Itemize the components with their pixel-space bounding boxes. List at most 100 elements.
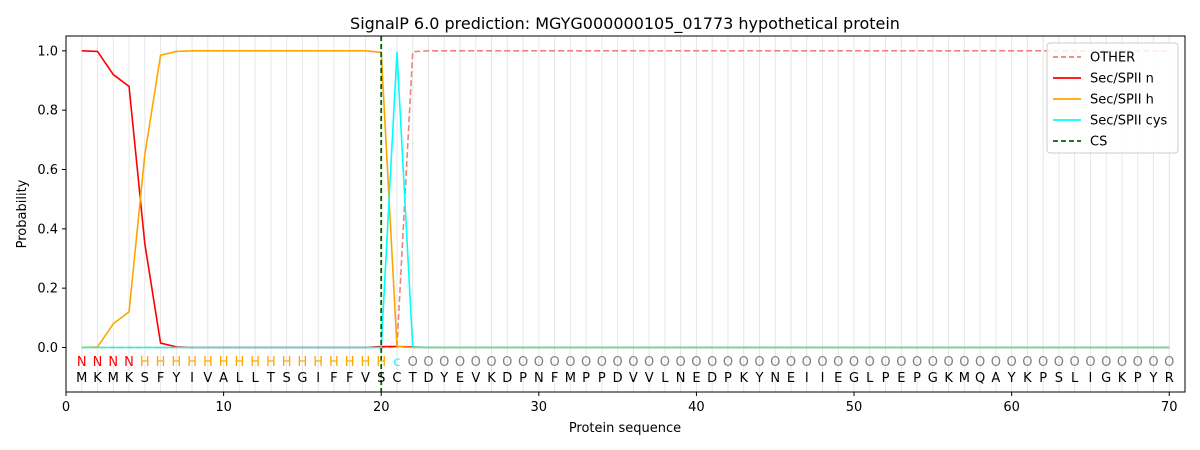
annotation-letter: O bbox=[1164, 355, 1174, 370]
legend-entry: Sec/SPII h bbox=[1090, 93, 1154, 108]
annotation-letter: O bbox=[754, 355, 764, 370]
sequence-letter: I bbox=[1089, 371, 1093, 386]
sequence-letter: G bbox=[928, 371, 938, 386]
sequence-letter: T bbox=[266, 371, 275, 386]
legend: OTHER Sec/SPII n Sec/SPII h Sec/SPII cys CS bbox=[1046, 42, 1179, 154]
x-tick-label: 0 bbox=[62, 400, 70, 415]
sequence-letter: R bbox=[1165, 371, 1174, 386]
sequence-letter: Y bbox=[171, 371, 180, 386]
legend-entry: OTHER bbox=[1090, 51, 1135, 66]
chart-title: SignalP 6.0 prediction: MGYG000000105_01… bbox=[350, 14, 900, 34]
annotation-letter: N bbox=[93, 355, 103, 370]
x-tick-label: 40 bbox=[688, 400, 705, 415]
annotation-letter: H bbox=[250, 355, 260, 370]
sequence-letter: E bbox=[897, 371, 905, 386]
annotation-letter: O bbox=[613, 355, 623, 370]
x-tick-label: 20 bbox=[373, 400, 390, 415]
legend-entry: CS bbox=[1090, 135, 1107, 150]
annotation-letter: O bbox=[439, 355, 449, 370]
annotation-letter: O bbox=[991, 355, 1001, 370]
sequence-letter: D bbox=[613, 371, 623, 386]
sequence-letter: V bbox=[203, 371, 212, 386]
axis-layer: 0 10 20 30 40 50 60 70 0.0 0.2 0.4 0.6 0.8 1.0 bbox=[37, 44, 1177, 415]
annotation-letter: O bbox=[896, 355, 906, 370]
annotation-letter: H bbox=[203, 355, 213, 370]
annotation-letter: H bbox=[345, 355, 355, 370]
sequence-letter: F bbox=[346, 371, 353, 386]
annotation-letter: H bbox=[298, 355, 308, 370]
sequence-letter: V bbox=[471, 371, 480, 386]
annotation-letter: O bbox=[1085, 355, 1095, 370]
annotation-letter: O bbox=[1133, 355, 1143, 370]
sequence-letter: Y bbox=[1007, 371, 1016, 386]
annotation-letter: O bbox=[1070, 355, 1080, 370]
sequence-letter: K bbox=[944, 371, 953, 386]
sequence-letter: L bbox=[236, 371, 244, 386]
x-tick-label: 50 bbox=[846, 400, 863, 415]
grid-layer bbox=[81, 36, 1170, 392]
y-axis-label: Probability bbox=[15, 179, 30, 248]
sequence-letter: L bbox=[1071, 371, 1079, 386]
annotation-letter: O bbox=[849, 355, 859, 370]
sequence-letter: N bbox=[676, 371, 686, 386]
annotation-letter: H bbox=[219, 355, 229, 370]
sequence-letter: Y bbox=[1149, 371, 1158, 386]
annotation-letter: H bbox=[282, 355, 292, 370]
y-tick-label: 0.0 bbox=[37, 341, 58, 356]
sequence-letter: F bbox=[551, 371, 558, 386]
sequence-letter: E bbox=[456, 371, 464, 386]
sequence-letter: V bbox=[361, 371, 370, 386]
annotation-letter: H bbox=[313, 355, 323, 370]
sequence-letter: E bbox=[834, 371, 842, 386]
sequence-letter: Q bbox=[975, 371, 985, 386]
sequence-letter: G bbox=[297, 371, 307, 386]
annotation-letter: O bbox=[1101, 355, 1111, 370]
annotation-letter: H bbox=[140, 355, 150, 370]
annotation-letter: O bbox=[1007, 355, 1017, 370]
annotation-letter: O bbox=[549, 355, 559, 370]
x-tick-label: 10 bbox=[215, 400, 232, 415]
annotation-letter: O bbox=[676, 355, 686, 370]
annotation-letter: O bbox=[833, 355, 843, 370]
sequence-letter: S bbox=[283, 371, 291, 386]
sequence-letter: V bbox=[629, 371, 638, 386]
annotation-letter: O bbox=[691, 355, 701, 370]
annotation-letter: H bbox=[234, 355, 244, 370]
annotation-letter: O bbox=[802, 355, 812, 370]
sequence-letter: K bbox=[1023, 371, 1032, 386]
annotation-letter: O bbox=[660, 355, 670, 370]
legend-entry: Sec/SPII cys bbox=[1090, 114, 1168, 129]
sequence-letter: Y bbox=[439, 371, 448, 386]
annotation-letter: O bbox=[518, 355, 528, 370]
sequence-letter: D bbox=[707, 371, 717, 386]
annotation-letter: O bbox=[928, 355, 938, 370]
x-tick-label: 30 bbox=[531, 400, 548, 415]
sequence-letter: D bbox=[423, 371, 433, 386]
sequence-letter: K bbox=[93, 371, 102, 386]
annotation-letter: H bbox=[171, 355, 181, 370]
annotation-letter: O bbox=[912, 355, 922, 370]
sequence-letter: A bbox=[219, 371, 228, 386]
sequence-letter: M bbox=[108, 371, 119, 386]
sequence-letter: F bbox=[157, 371, 164, 386]
annotation-letter: H bbox=[187, 355, 197, 370]
sequence-letter: V bbox=[645, 371, 654, 386]
sequence-letter: P bbox=[582, 371, 590, 386]
annotation-letter: O bbox=[723, 355, 733, 370]
series-line-sec-spii-h bbox=[81, 50, 1170, 349]
annotation-letter: O bbox=[502, 355, 512, 370]
sequence-letter: M bbox=[959, 371, 970, 386]
plot-frame bbox=[65, 35, 1186, 393]
annotation-letter: O bbox=[1148, 355, 1158, 370]
annotation-letter: O bbox=[1054, 355, 1064, 370]
annotation-letter: O bbox=[1117, 355, 1127, 370]
y-tick-label: 0.6 bbox=[37, 163, 58, 178]
series-layer bbox=[81, 36, 1170, 392]
sequence-letter: K bbox=[1118, 371, 1127, 386]
annotation-letter: N bbox=[108, 355, 118, 370]
legend-box bbox=[1046, 42, 1179, 154]
annotation-letter: O bbox=[581, 355, 591, 370]
series-line-sec-spii-n bbox=[81, 50, 1170, 349]
